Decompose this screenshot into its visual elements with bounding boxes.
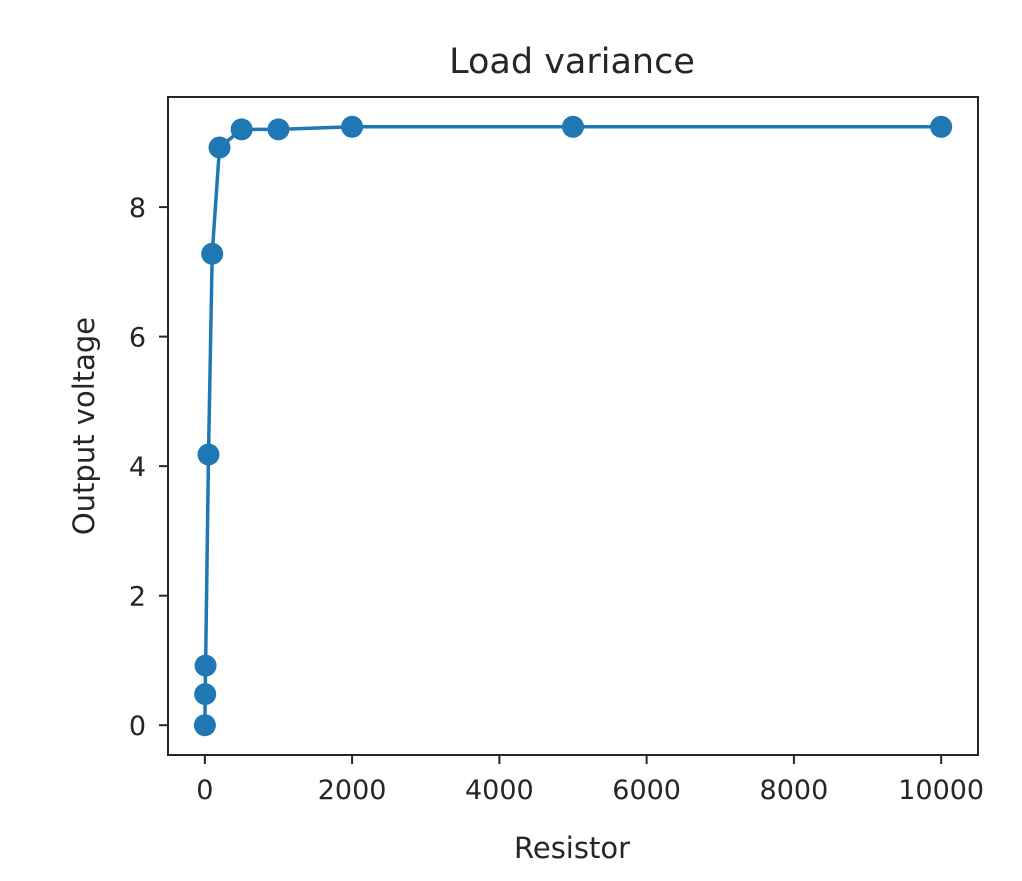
data-point (341, 115, 364, 138)
x-axis: 0 2000 4000 6000 8000 10000 (196, 755, 984, 806)
x-tick-label: 2000 (318, 775, 387, 806)
x-tick-label: 8000 (760, 775, 829, 806)
series-line (203, 125, 942, 726)
data-point (197, 443, 220, 466)
data-point (230, 118, 253, 141)
data-point (201, 242, 224, 265)
x-tick-label: 0 (196, 775, 213, 806)
x-tick-label: 6000 (612, 775, 681, 806)
data-point (562, 115, 584, 138)
data-point (208, 136, 231, 159)
data-point (194, 654, 217, 677)
plot-area-frame (167, 96, 979, 756)
y-tick-label: 6 (129, 323, 146, 354)
x-axis-label: Resistor (514, 831, 630, 865)
data-point (267, 118, 290, 141)
y-tick-label: 2 (129, 582, 146, 613)
data-point (930, 115, 953, 138)
series-layer (193, 115, 953, 737)
y-tick-label: 4 (129, 452, 146, 483)
y-axis-label: Output voltage (67, 317, 101, 535)
y-tick-label: 0 (129, 711, 146, 742)
chart-title: Load variance (449, 42, 695, 82)
x-tick-label: 4000 (465, 775, 534, 806)
y-tick-label: 8 (129, 193, 146, 224)
data-point (193, 714, 216, 737)
y-axis: 0 2 4 6 8 (129, 193, 168, 742)
data-point (194, 683, 217, 706)
x-tick-label: 10000 (898, 775, 984, 806)
